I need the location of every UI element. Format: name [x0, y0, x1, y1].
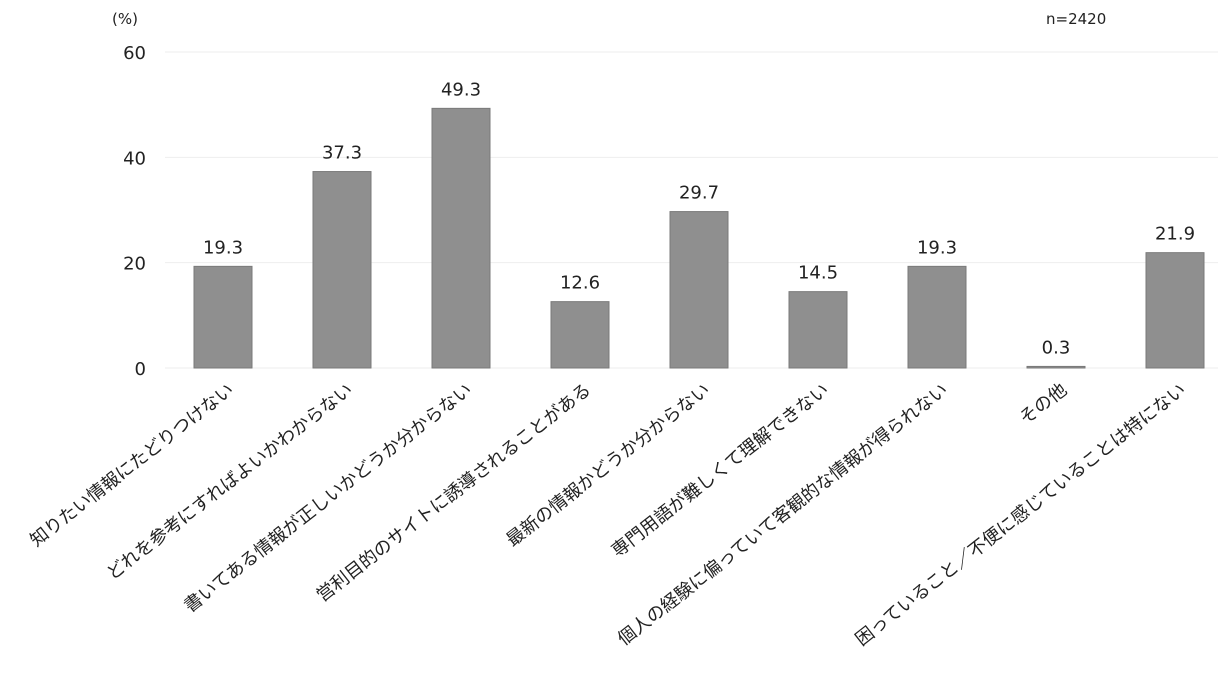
category-label: 専門用語が難しくて理解できない	[608, 379, 833, 561]
bar	[1026, 365, 1086, 369]
bar	[431, 107, 491, 369]
category-label: 営利目的のサイトに誘導されることがある	[313, 379, 595, 606]
category-label: どれを参考にすればよいかわからない	[103, 379, 357, 584]
bar	[550, 301, 610, 369]
y-axis-ticks: 0 20 40 60	[123, 43, 146, 380]
bar	[669, 211, 729, 369]
bar-value-label: 29.7	[679, 183, 719, 204]
bar-value-label: 12.6	[560, 273, 600, 294]
category-label: 知りたい情報にたどりつけない	[26, 379, 238, 551]
bar-value-label: 0.3	[1042, 337, 1071, 358]
y-axis-unit-label: (%)	[112, 10, 138, 28]
category-label: 最新の情報かどうか分からない	[503, 379, 715, 551]
bar	[788, 291, 848, 369]
y-axis-tick-label: 40	[123, 148, 146, 169]
bar-value-label: 37.3	[322, 143, 362, 164]
bar-value-label: 19.3	[203, 237, 243, 258]
bar	[193, 265, 253, 369]
bar-value-label: 19.3	[917, 237, 957, 258]
bar	[312, 171, 372, 369]
category-label: その他	[1016, 379, 1071, 429]
sample-size-label: n=2420	[1046, 10, 1106, 28]
category-labels: 知りたい情報にたどりつけないどれを参考にすればよいかわからない書いてある情報が正…	[26, 379, 1190, 650]
bar-value-label: 14.5	[798, 263, 838, 284]
bar	[1145, 252, 1205, 369]
bar	[907, 265, 967, 369]
y-axis-tick-label: 60	[123, 43, 146, 64]
bars	[193, 107, 1205, 369]
bar-value-label: 21.9	[1155, 224, 1195, 245]
y-axis-tick-label: 20	[123, 254, 146, 275]
y-axis-tick-label: 0	[135, 359, 146, 380]
data-labels: 19.3 37.3 49.3 12.6 29.7 14.5 19.3 0.3 21.9	[203, 79, 1195, 358]
bar-value-label: 49.3	[441, 79, 481, 100]
